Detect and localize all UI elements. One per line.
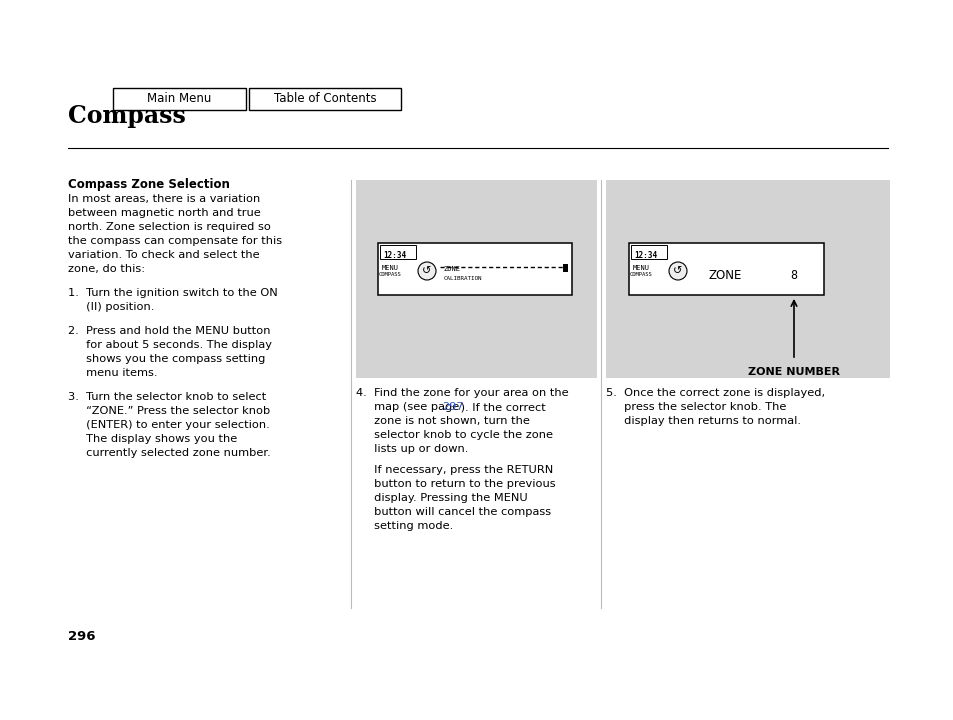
Text: ). If the correct: ). If the correct	[457, 402, 546, 412]
Text: Compass Zone Selection: Compass Zone Selection	[68, 178, 230, 191]
Text: 297: 297	[442, 402, 463, 412]
Text: ZONE: ZONE	[708, 269, 741, 282]
Text: 4.  Find the zone for your area on the: 4. Find the zone for your area on the	[355, 388, 568, 398]
Text: The display shows you the: The display shows you the	[68, 434, 237, 444]
Text: COMPASS: COMPASS	[378, 272, 401, 277]
Text: Table of Contents: Table of Contents	[274, 92, 375, 106]
Text: 8: 8	[790, 269, 797, 282]
Text: Compass: Compass	[68, 104, 186, 128]
Text: ↺: ↺	[422, 266, 432, 276]
Text: 296: 296	[68, 630, 95, 643]
Text: display then returns to normal.: display then returns to normal.	[605, 416, 801, 426]
Text: (ENTER) to enter your selection.: (ENTER) to enter your selection.	[68, 420, 270, 430]
Text: map (see page: map (see page	[355, 402, 462, 412]
Bar	[562, 264, 567, 272]
Text: the compass can compensate for this: the compass can compensate for this	[68, 236, 282, 246]
Text: variation. To check and select the: variation. To check and select the	[68, 250, 259, 260]
Text: COMPASS: COMPASS	[629, 272, 652, 277]
Bar	[377, 243, 572, 295]
Text: button to return to the previous: button to return to the previous	[355, 479, 555, 489]
Text: setting mode.: setting mode.	[355, 521, 453, 531]
Text: 5.  Once the correct zone is displayed,: 5. Once the correct zone is displayed,	[605, 388, 824, 398]
Text: display. Pressing the MENU: display. Pressing the MENU	[355, 493, 527, 503]
Text: selector knob to cycle the zone: selector knob to cycle the zone	[355, 430, 553, 440]
Bar	[628, 243, 823, 295]
Text: If necessary, press the RETURN: If necessary, press the RETURN	[355, 465, 553, 475]
Circle shape	[668, 262, 686, 280]
Text: CALIBRATION: CALIBRATION	[443, 276, 482, 281]
Text: In most areas, there is a variation: In most areas, there is a variation	[68, 194, 260, 204]
Bar	[355, 180, 597, 378]
Text: button will cancel the compass: button will cancel the compass	[355, 507, 551, 517]
Text: 2.  Press and hold the MENU button: 2. Press and hold the MENU button	[68, 326, 271, 336]
Circle shape	[417, 262, 436, 280]
Text: 3.  Turn the selector knob to select: 3. Turn the selector knob to select	[68, 392, 266, 402]
Bar	[379, 245, 416, 259]
Text: for about 5 seconds. The display: for about 5 seconds. The display	[68, 340, 272, 350]
Text: Main Menu: Main Menu	[147, 92, 212, 106]
Text: ZONE: ZONE	[443, 266, 460, 272]
Bar	[605, 180, 889, 378]
Text: 12:34: 12:34	[634, 251, 657, 260]
Text: ↺: ↺	[673, 266, 682, 276]
Text: MENU: MENU	[633, 265, 649, 271]
Text: lists up or down.: lists up or down.	[355, 444, 468, 454]
Text: shows you the compass setting: shows you the compass setting	[68, 354, 265, 364]
Text: 1.  Turn the ignition switch to the ON: 1. Turn the ignition switch to the ON	[68, 288, 277, 298]
Text: “ZONE.” Press the selector knob: “ZONE.” Press the selector knob	[68, 406, 270, 416]
Bar	[112, 88, 246, 110]
Text: menu items.: menu items.	[68, 368, 157, 378]
Bar	[249, 88, 400, 110]
Bar	[630, 245, 666, 259]
Text: MENU: MENU	[381, 265, 398, 271]
Text: 12:34: 12:34	[382, 251, 406, 260]
Text: zone is not shown, turn the: zone is not shown, turn the	[355, 416, 529, 426]
Text: north. Zone selection is required so: north. Zone selection is required so	[68, 222, 271, 232]
Text: ZONE NUMBER: ZONE NUMBER	[747, 367, 840, 377]
Text: press the selector knob. The: press the selector knob. The	[605, 402, 785, 412]
Text: currently selected zone number.: currently selected zone number.	[68, 448, 271, 458]
Text: (II) position.: (II) position.	[68, 302, 154, 312]
Text: zone, do this:: zone, do this:	[68, 264, 145, 274]
Text: between magnetic north and true: between magnetic north and true	[68, 208, 260, 218]
